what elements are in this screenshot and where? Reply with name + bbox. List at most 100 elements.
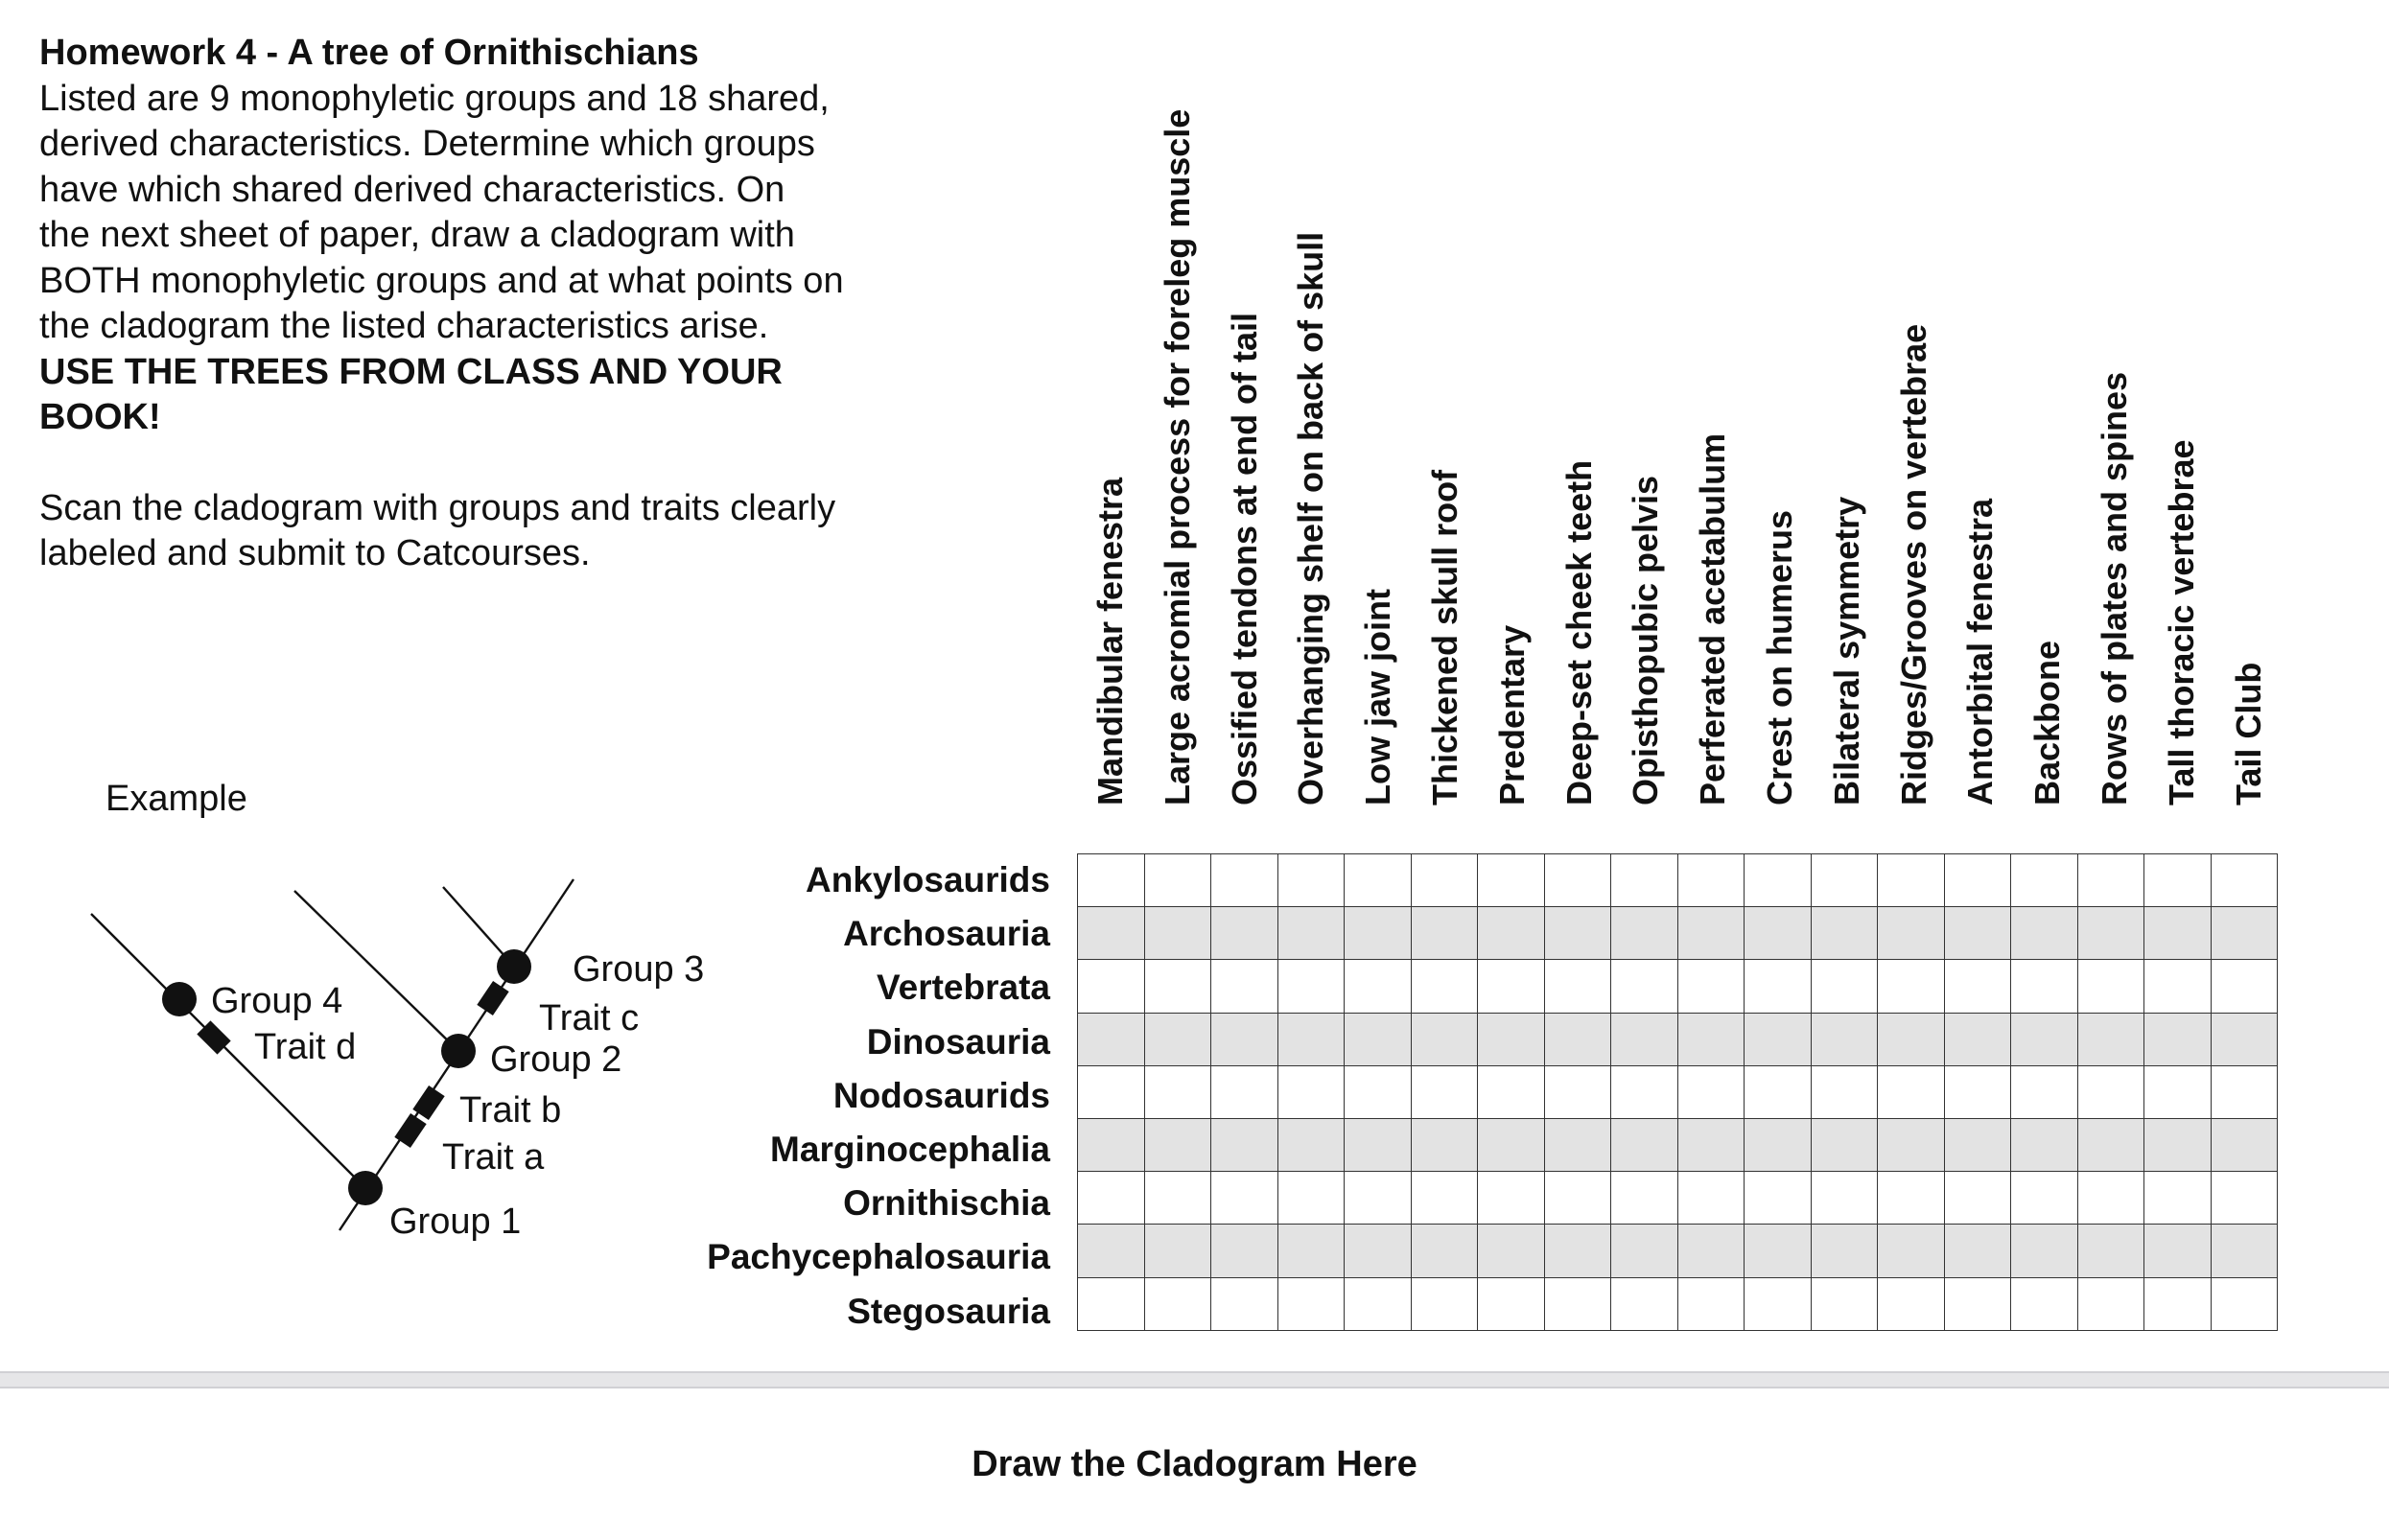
trait-cell[interactable]	[1143, 1064, 1211, 1119]
trait-cell[interactable]	[1410, 1276, 1478, 1331]
trait-cell[interactable]	[2143, 1224, 2212, 1278]
trait-cell[interactable]	[1877, 906, 1945, 961]
trait-cell[interactable]	[1276, 1117, 1345, 1173]
trait-cell[interactable]	[1344, 1224, 1412, 1278]
trait-cell[interactable]	[1077, 1276, 1145, 1331]
trait-cell[interactable]	[2076, 1064, 2144, 1119]
trait-cell[interactable]	[1344, 852, 1412, 908]
trait-cell[interactable]	[1810, 1012, 1878, 1066]
trait-cell[interactable]	[1410, 1117, 1478, 1173]
trait-cell[interactable]	[1410, 1171, 1478, 1225]
trait-cell[interactable]	[2010, 1276, 2078, 1331]
trait-cell[interactable]	[1943, 1117, 2011, 1173]
trait-cell[interactable]	[1210, 1117, 1278, 1173]
trait-cell[interactable]	[1477, 1276, 1545, 1331]
trait-cell[interactable]	[2210, 852, 2278, 908]
trait-cell[interactable]	[1077, 1224, 1145, 1278]
trait-cell[interactable]	[1410, 906, 1478, 961]
trait-cell[interactable]	[1210, 1012, 1278, 1066]
trait-cell[interactable]	[1810, 1276, 1878, 1331]
trait-cell[interactable]	[1543, 906, 1611, 961]
trait-cell[interactable]	[2210, 959, 2278, 1014]
trait-cell[interactable]	[1344, 906, 1412, 961]
trait-cell[interactable]	[1943, 1012, 2011, 1066]
trait-cell[interactable]	[2076, 1224, 2144, 1278]
trait-cell[interactable]	[1676, 1012, 1745, 1066]
trait-cell[interactable]	[1810, 1117, 1878, 1173]
trait-cell[interactable]	[1877, 959, 1945, 1014]
trait-cell[interactable]	[1210, 852, 1278, 908]
trait-cell[interactable]	[2076, 1276, 2144, 1331]
trait-cell[interactable]	[1477, 1117, 1545, 1173]
trait-cell[interactable]	[1610, 906, 1678, 961]
trait-cell[interactable]	[1477, 1224, 1545, 1278]
trait-cell[interactable]	[1877, 1117, 1945, 1173]
trait-cell[interactable]	[1344, 1064, 1412, 1119]
trait-cell[interactable]	[1610, 1276, 1678, 1331]
trait-cell[interactable]	[1543, 1012, 1611, 1066]
trait-cell[interactable]	[1943, 906, 2011, 961]
trait-cell[interactable]	[1344, 1012, 1412, 1066]
trait-cell[interactable]	[1877, 1276, 1945, 1331]
trait-cell[interactable]	[1477, 1064, 1545, 1119]
trait-cell[interactable]	[1543, 1276, 1611, 1331]
trait-cell[interactable]	[1744, 1276, 1812, 1331]
trait-cell[interactable]	[1744, 1064, 1812, 1119]
trait-cell[interactable]	[2210, 1224, 2278, 1278]
trait-cell[interactable]	[1543, 1117, 1611, 1173]
trait-cell[interactable]	[1477, 959, 1545, 1014]
trait-cell[interactable]	[1877, 1171, 1945, 1225]
trait-cell[interactable]	[2076, 852, 2144, 908]
trait-cell[interactable]	[1210, 1064, 1278, 1119]
trait-cell[interactable]	[2143, 1171, 2212, 1225]
trait-cell[interactable]	[1744, 852, 1812, 908]
trait-cell[interactable]	[1077, 906, 1145, 961]
trait-cell[interactable]	[1943, 852, 2011, 908]
trait-cell[interactable]	[1610, 1224, 1678, 1278]
trait-cell[interactable]	[1276, 959, 1345, 1014]
trait-cell[interactable]	[1943, 959, 2011, 1014]
trait-cell[interactable]	[1810, 959, 1878, 1014]
trait-cell[interactable]	[2143, 1117, 2212, 1173]
trait-cell[interactable]	[1810, 1224, 1878, 1278]
trait-cell[interactable]	[1143, 1224, 1211, 1278]
trait-cell[interactable]	[1676, 1117, 1745, 1173]
trait-cell[interactable]	[1810, 1171, 1878, 1225]
trait-cell[interactable]	[1410, 1064, 1478, 1119]
trait-cell[interactable]	[2076, 1012, 2144, 1066]
trait-cell[interactable]	[1143, 1117, 1211, 1173]
trait-cell[interactable]	[1610, 1171, 1678, 1225]
trait-cell[interactable]	[1810, 1064, 1878, 1119]
trait-cell[interactable]	[1744, 1224, 1812, 1278]
trait-cell[interactable]	[1877, 1224, 1945, 1278]
trait-cell[interactable]	[1943, 1224, 2011, 1278]
trait-cell[interactable]	[1543, 959, 1611, 1014]
trait-cell[interactable]	[2010, 906, 2078, 961]
trait-cell[interactable]	[1276, 1276, 1345, 1331]
trait-cell[interactable]	[1276, 1064, 1345, 1119]
trait-cell[interactable]	[2010, 852, 2078, 908]
trait-cell[interactable]	[2210, 1064, 2278, 1119]
trait-cell[interactable]	[2010, 1117, 2078, 1173]
trait-cell[interactable]	[1810, 906, 1878, 961]
trait-cell[interactable]	[2210, 1276, 2278, 1331]
trait-cell[interactable]	[1143, 1171, 1211, 1225]
trait-cell[interactable]	[2010, 1012, 2078, 1066]
trait-cell[interactable]	[1276, 1171, 1345, 1225]
trait-cell[interactable]	[2076, 1117, 2144, 1173]
trait-cell[interactable]	[1676, 1171, 1745, 1225]
trait-cell[interactable]	[1877, 1064, 1945, 1119]
trait-cell[interactable]	[1810, 852, 1878, 908]
trait-cell[interactable]	[2210, 906, 2278, 961]
trait-cell[interactable]	[2076, 906, 2144, 961]
trait-cell[interactable]	[1676, 1064, 1745, 1119]
trait-cell[interactable]	[2143, 959, 2212, 1014]
trait-cell[interactable]	[1344, 1276, 1412, 1331]
trait-cell[interactable]	[2010, 959, 2078, 1014]
trait-cell[interactable]	[1276, 1012, 1345, 1066]
trait-cell[interactable]	[2010, 1171, 2078, 1225]
trait-cell[interactable]	[1477, 906, 1545, 961]
trait-cell[interactable]	[2210, 1012, 2278, 1066]
trait-cell[interactable]	[1943, 1171, 2011, 1225]
trait-cell[interactable]	[2076, 1171, 2144, 1225]
